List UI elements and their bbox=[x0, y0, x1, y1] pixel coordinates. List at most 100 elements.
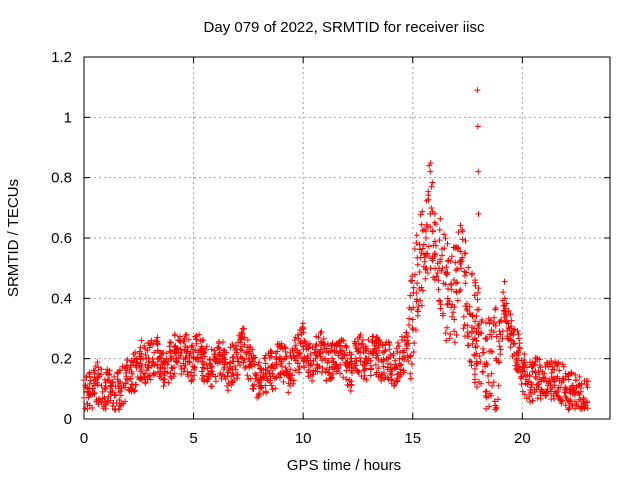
data-point bbox=[420, 241, 427, 248]
data-point bbox=[429, 255, 436, 262]
data-point bbox=[577, 396, 584, 403]
data-point bbox=[416, 286, 423, 293]
axis-ticks: 0 0.2 0.4 0.6 0.8 1 1.2 0 5 10 15 20 bbox=[51, 49, 610, 447]
data-point bbox=[194, 354, 201, 361]
data-point bbox=[443, 337, 450, 344]
data-point bbox=[256, 359, 263, 366]
data-point bbox=[460, 325, 467, 332]
data-point bbox=[336, 370, 343, 377]
data-point bbox=[208, 364, 215, 371]
data-point bbox=[407, 370, 414, 377]
data-point bbox=[287, 376, 294, 383]
data-point bbox=[182, 362, 189, 369]
data-point bbox=[340, 350, 347, 357]
data-point bbox=[436, 226, 443, 233]
data-point bbox=[459, 226, 466, 233]
data-point bbox=[451, 328, 458, 335]
data-point bbox=[200, 350, 207, 357]
data-point bbox=[454, 279, 461, 286]
data-point bbox=[512, 362, 519, 369]
data-point bbox=[331, 342, 338, 349]
data-point bbox=[94, 382, 101, 389]
data-point bbox=[127, 364, 134, 371]
data-point bbox=[486, 320, 493, 327]
data-point bbox=[224, 382, 231, 389]
data-point bbox=[228, 378, 235, 385]
data-point bbox=[405, 340, 412, 347]
data-point bbox=[248, 353, 255, 360]
data-point bbox=[471, 376, 478, 383]
data-point bbox=[382, 347, 389, 354]
data-point bbox=[142, 379, 149, 386]
data-point bbox=[287, 352, 294, 359]
data-point bbox=[227, 344, 234, 351]
data-point bbox=[381, 348, 388, 355]
data-point bbox=[339, 355, 346, 362]
data-point bbox=[191, 363, 198, 370]
data-point bbox=[408, 361, 415, 368]
data-point bbox=[300, 329, 307, 336]
data-point bbox=[473, 313, 480, 320]
data-point bbox=[534, 381, 541, 388]
data-point bbox=[424, 250, 431, 257]
data-point bbox=[555, 360, 562, 367]
data-point bbox=[241, 334, 248, 341]
data-point bbox=[111, 373, 118, 380]
data-point bbox=[225, 367, 232, 374]
data-point bbox=[375, 365, 382, 372]
data-point bbox=[485, 372, 492, 379]
data-point bbox=[214, 344, 221, 351]
data-point bbox=[495, 338, 502, 345]
data-point bbox=[195, 347, 202, 354]
data-point bbox=[234, 375, 241, 382]
data-point bbox=[472, 365, 479, 372]
data-point bbox=[222, 376, 229, 383]
data-point bbox=[572, 376, 579, 383]
data-point bbox=[324, 340, 331, 347]
data-point bbox=[112, 392, 119, 399]
data-point bbox=[462, 303, 469, 310]
data-point bbox=[291, 337, 298, 344]
data-point bbox=[444, 258, 451, 265]
data-point bbox=[174, 345, 181, 352]
data-point bbox=[310, 357, 317, 364]
data-point bbox=[431, 238, 438, 245]
data-point bbox=[268, 382, 275, 389]
data-point bbox=[329, 355, 336, 362]
data-point bbox=[468, 362, 475, 369]
data-point bbox=[511, 351, 518, 358]
data-point bbox=[571, 398, 578, 405]
data-point bbox=[461, 250, 468, 257]
data-point bbox=[286, 360, 293, 367]
data-point bbox=[536, 356, 543, 363]
data-point bbox=[499, 335, 506, 342]
data-point bbox=[138, 350, 145, 357]
data-point bbox=[462, 237, 469, 244]
data-point bbox=[503, 300, 510, 307]
data-point bbox=[490, 328, 497, 335]
data-point bbox=[523, 364, 530, 371]
data-point bbox=[114, 376, 121, 383]
data-point bbox=[309, 344, 316, 351]
data-point bbox=[272, 365, 279, 372]
data-point bbox=[428, 204, 435, 211]
data-point bbox=[554, 362, 561, 369]
data-point bbox=[296, 351, 303, 358]
data-point bbox=[183, 354, 190, 361]
data-point bbox=[472, 318, 479, 325]
data-point bbox=[493, 333, 500, 340]
data-point bbox=[443, 324, 450, 331]
data-point bbox=[473, 343, 480, 350]
data-point bbox=[554, 392, 561, 399]
data-point bbox=[524, 371, 531, 378]
data-point bbox=[445, 285, 452, 292]
data-point bbox=[408, 352, 415, 359]
data-point bbox=[442, 281, 449, 288]
data-point bbox=[386, 342, 393, 349]
data-point bbox=[533, 375, 540, 382]
data-point bbox=[347, 387, 354, 394]
data-point bbox=[419, 245, 426, 252]
data-point bbox=[419, 208, 426, 215]
data-point bbox=[262, 360, 269, 367]
data-point bbox=[90, 380, 97, 387]
